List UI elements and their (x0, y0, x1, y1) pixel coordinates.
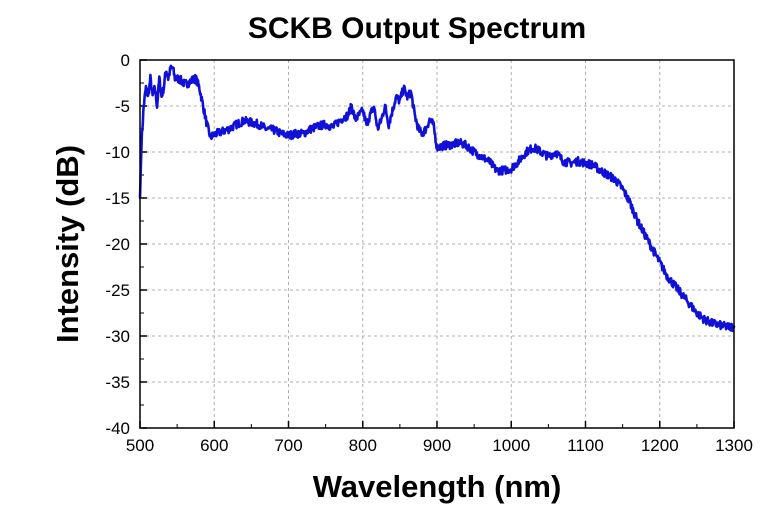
x-axis-label: Wavelength (nm) (313, 469, 562, 504)
y-tick-label: -20 (105, 235, 130, 254)
x-tick-label: 500 (126, 436, 154, 455)
y-tick-label: -40 (105, 419, 130, 438)
y-tick-label: -5 (115, 97, 130, 116)
x-tick-label: 1300 (715, 436, 753, 455)
y-tick-label: -30 (105, 327, 130, 346)
series-line (138, 64, 736, 333)
x-tick-label: 800 (349, 436, 377, 455)
y-tick-label: -35 (105, 373, 130, 392)
x-tick-label: 1100 (567, 436, 604, 455)
tick-labels-layer: 500 600 700 800 900 1000 1100 1200 1300 0 -5 -10 -15… (105, 51, 752, 455)
y-tick-label: -25 (105, 281, 130, 300)
x-tick-label: 900 (423, 436, 451, 455)
grid-layer (140, 60, 734, 428)
x-tick-label: 600 (200, 436, 228, 455)
plot-frame (139, 59, 735, 429)
x-tick-label: 700 (274, 436, 302, 455)
y-tick-label: -10 (105, 143, 130, 162)
chart-title: SCKB Output Spectrum (248, 12, 586, 45)
y-tick-label: -15 (105, 189, 130, 208)
x-tick-label: 1200 (641, 436, 679, 455)
x-tick-label: 1000 (492, 436, 530, 455)
y-axis-label: Intensity (dB) (50, 145, 85, 343)
y-tick-label: 0 (121, 51, 130, 70)
